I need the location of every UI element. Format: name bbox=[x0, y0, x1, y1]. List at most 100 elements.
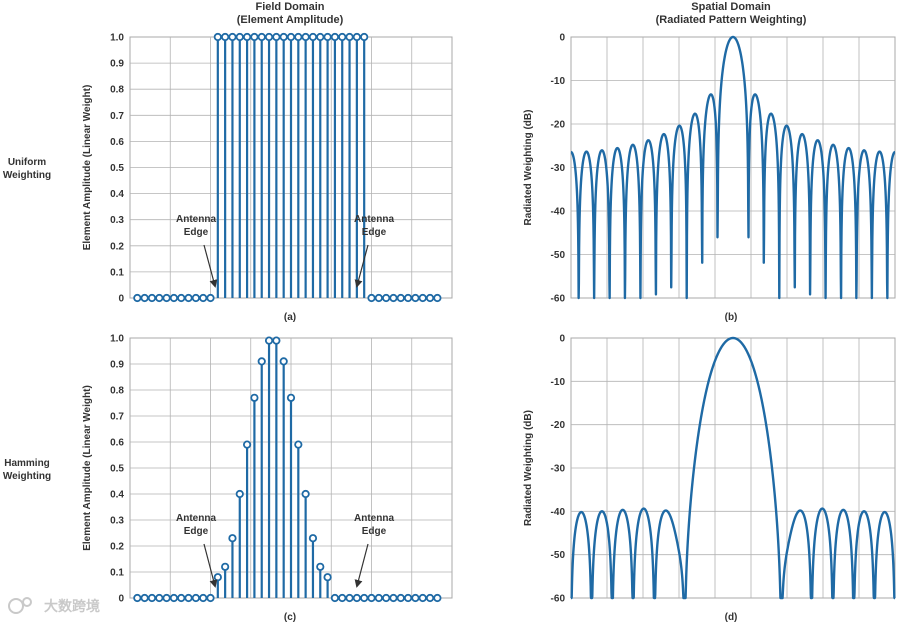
y-axis-label: Radiated Weighting (dB) bbox=[523, 410, 534, 526]
stem-marker bbox=[396, 293, 405, 303]
y-tick-label: -20 bbox=[551, 420, 566, 431]
stem-marker bbox=[338, 32, 347, 42]
stem-marker bbox=[279, 32, 288, 42]
stem-marker bbox=[345, 32, 354, 42]
stem-marker bbox=[169, 293, 179, 303]
stem-marker bbox=[242, 440, 252, 449]
stem-marker bbox=[418, 293, 427, 303]
stem-marker bbox=[411, 293, 420, 303]
y-tick-label: 0.6 bbox=[110, 137, 124, 148]
stem-marker bbox=[308, 32, 318, 42]
stem-marker bbox=[389, 593, 398, 603]
stem-marker bbox=[396, 593, 405, 603]
stem-marker bbox=[382, 593, 391, 603]
stem-marker bbox=[213, 32, 222, 42]
y-tick-label: -20 bbox=[551, 120, 566, 131]
stem-marker bbox=[191, 293, 200, 303]
y-tick-label: 0.5 bbox=[110, 163, 124, 174]
y-tick-label: 0.1 bbox=[110, 267, 124, 278]
stem-marker bbox=[367, 293, 376, 303]
y-tick-label: 0.2 bbox=[110, 542, 124, 553]
annotation-text: Antenna bbox=[176, 214, 216, 225]
stem-marker bbox=[286, 32, 296, 42]
stem-marker bbox=[418, 593, 427, 603]
series-line bbox=[570, 336, 896, 600]
stem-marker bbox=[367, 593, 376, 603]
stem-marker bbox=[323, 32, 332, 42]
annotation-text: Edge bbox=[362, 227, 387, 238]
stem-marker bbox=[140, 593, 149, 603]
stem-marker bbox=[264, 32, 274, 42]
chart-panel-b: 0 -10 -20 -30 -40 -50 -60 Radiated Weighting (d… bbox=[523, 33, 896, 323]
annotation-antenna-edge-a-right: Antenna Edge bbox=[354, 214, 394, 288]
stem-marker bbox=[235, 489, 244, 499]
annotation-text: Edge bbox=[184, 526, 209, 537]
y-tick-label: 0 bbox=[559, 33, 565, 44]
panel-label: (b) bbox=[725, 312, 738, 323]
stem-marker bbox=[133, 593, 142, 603]
annotation-arrow bbox=[354, 543, 369, 588]
stem-marker bbox=[191, 593, 200, 603]
stem-marker bbox=[147, 593, 157, 603]
stem-marker bbox=[162, 593, 171, 603]
y-tick-label: 0.4 bbox=[110, 490, 124, 501]
stem-marker bbox=[257, 32, 266, 42]
annotation-text: Antenna bbox=[176, 513, 216, 524]
watermark-text: 大数跨境 bbox=[44, 598, 100, 614]
panel-label: (c) bbox=[284, 612, 296, 623]
y-tick-label: 0.4 bbox=[110, 189, 124, 200]
stem-marker bbox=[360, 593, 369, 603]
y-axis-label: Radiated Weighting (dB) bbox=[523, 110, 534, 226]
annotation-text: Edge bbox=[362, 526, 387, 537]
stem-marker bbox=[425, 593, 435, 603]
spatial-domain-title: Spatial Domain bbox=[691, 1, 771, 13]
y-tick-label: 0.3 bbox=[110, 516, 124, 527]
annotation-antenna-edge-c-right: Antenna Edge bbox=[354, 513, 394, 588]
stem-marker bbox=[155, 293, 164, 303]
y-tick-label: -40 bbox=[551, 507, 566, 518]
y-tick-label: 0 bbox=[118, 294, 124, 305]
y-tick-label: 0.9 bbox=[110, 360, 124, 371]
annotation-arrow bbox=[354, 244, 369, 288]
y-tick-label: 0 bbox=[118, 594, 124, 605]
stem-marker bbox=[330, 32, 340, 42]
stem-marker bbox=[184, 293, 193, 303]
y-tick-label: 1.0 bbox=[110, 33, 124, 44]
annotation-arrow bbox=[203, 244, 218, 288]
y-tick-label: -10 bbox=[551, 76, 566, 87]
stem-marker bbox=[228, 32, 237, 42]
stem-marker bbox=[425, 293, 435, 303]
stem-marker bbox=[169, 593, 179, 603]
stem-marker bbox=[330, 593, 340, 603]
annotation-antenna-edge-c-left: Antenna Edge bbox=[176, 513, 218, 588]
y-tick-label: 0.8 bbox=[110, 386, 124, 397]
stem-marker bbox=[199, 293, 208, 303]
row-label-hamming: Hamming bbox=[4, 458, 50, 469]
stem-marker bbox=[177, 293, 186, 303]
watermark: 大数跨境 bbox=[8, 597, 100, 614]
field-domain-subtitle: (Element Amplitude) bbox=[237, 14, 344, 26]
stem-marker bbox=[352, 593, 361, 603]
annotation-arrow bbox=[203, 543, 218, 588]
stem-marker bbox=[162, 293, 171, 303]
stem-marker bbox=[374, 593, 383, 603]
stem-marker bbox=[140, 293, 149, 303]
stem-marker bbox=[411, 593, 420, 603]
stem-marker bbox=[360, 32, 369, 42]
watermark-logo-icon bbox=[8, 598, 24, 614]
stem-marker bbox=[323, 573, 332, 582]
stem-marker bbox=[294, 440, 303, 449]
y-tick-label: 0.8 bbox=[110, 85, 124, 96]
series-line bbox=[570, 35, 896, 300]
stem-marker bbox=[316, 32, 325, 42]
y-tick-label: 0.5 bbox=[110, 464, 124, 475]
y-tick-label: -30 bbox=[551, 163, 566, 174]
stem-marker bbox=[272, 336, 281, 345]
annotation-text: Antenna bbox=[354, 513, 394, 524]
stem-marker bbox=[301, 489, 310, 499]
annotation-text: Edge bbox=[184, 227, 209, 238]
stem-marker bbox=[221, 32, 230, 42]
y-tick-label: -60 bbox=[551, 594, 566, 605]
stem-marker bbox=[250, 393, 259, 402]
stem-marker bbox=[184, 593, 193, 603]
